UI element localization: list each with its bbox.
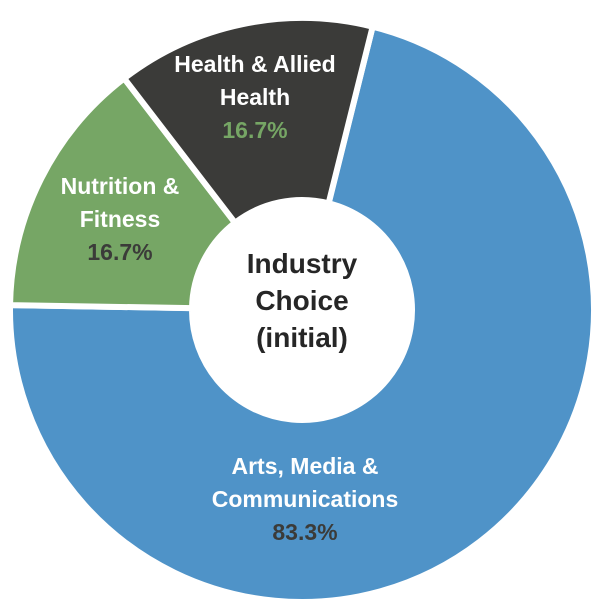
value-label: 83.3% [272, 519, 338, 545]
value-label: 16.7% [222, 117, 288, 143]
donut-hole [194, 202, 410, 418]
category-label: Health & Allied Health [174, 51, 336, 110]
category-label: Arts, Media & Communications [211, 453, 399, 512]
category-label: Nutrition & Fitness [60, 173, 180, 232]
slice-label: Health & Allied Health 16.7% [165, 48, 345, 147]
chart-title: Industry Choice (initial) [246, 248, 358, 353]
slice [119, 15, 377, 227]
value-label: 16.7% [87, 239, 153, 265]
slice [6, 74, 240, 312]
slice [7, 23, 595, 601]
slice-label: Nutrition & Fitness 16.7% [45, 170, 195, 269]
slice-label: Arts, Media & Communications 83.3% [185, 450, 425, 549]
